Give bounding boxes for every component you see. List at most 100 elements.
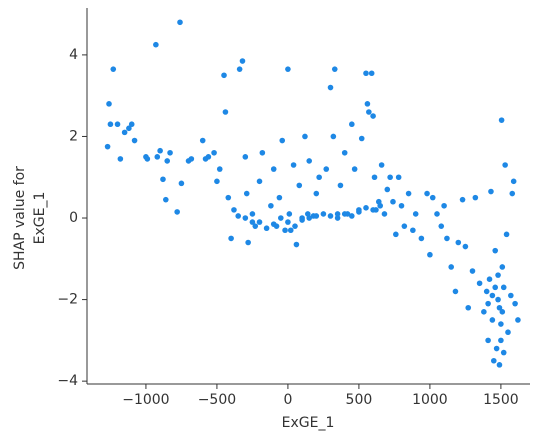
- point: [390, 198, 396, 205]
- point: [496, 362, 503, 368]
- point: [199, 137, 206, 144]
- point: [216, 166, 223, 172]
- point: [500, 349, 507, 356]
- point: [462, 243, 469, 250]
- point: [221, 72, 227, 79]
- point: [252, 223, 259, 229]
- point: [110, 66, 117, 72]
- point: [214, 178, 220, 185]
- point: [378, 162, 385, 168]
- point: [153, 41, 159, 48]
- point: [512, 300, 518, 307]
- point: [334, 211, 341, 217]
- point: [337, 182, 344, 189]
- point: [163, 196, 169, 203]
- point: [276, 194, 283, 201]
- point: [492, 247, 499, 254]
- point: [316, 174, 322, 181]
- point: [364, 101, 371, 107]
- point: [144, 156, 151, 162]
- point: [356, 209, 362, 215]
- point: [452, 288, 459, 295]
- point: [327, 84, 334, 91]
- point: [235, 213, 242, 219]
- point: [323, 166, 330, 172]
- point: [292, 223, 298, 229]
- point: [279, 137, 286, 144]
- point: [121, 129, 128, 136]
- point: [384, 186, 391, 193]
- point: [259, 149, 266, 156]
- point: [412, 211, 419, 217]
- point: [492, 284, 499, 291]
- point: [225, 194, 232, 201]
- point: [441, 202, 447, 209]
- point: [393, 231, 399, 238]
- point: [178, 180, 185, 187]
- point: [243, 190, 250, 197]
- x-tick-label: 1000: [412, 392, 448, 408]
- point: [485, 300, 491, 307]
- point: [331, 66, 338, 72]
- point: [499, 264, 506, 270]
- point: [313, 190, 320, 197]
- point: [285, 66, 291, 72]
- point: [363, 205, 369, 211]
- x-tick-label: 0: [283, 392, 292, 408]
- point: [341, 211, 348, 217]
- point: [174, 209, 180, 215]
- point: [476, 280, 483, 287]
- point: [177, 19, 183, 26]
- point: [502, 162, 508, 168]
- point: [510, 178, 517, 185]
- point: [299, 217, 305, 223]
- point: [398, 202, 405, 209]
- x-axis-label: ExGE_1: [282, 415, 335, 431]
- point: [188, 156, 195, 162]
- point: [117, 156, 124, 162]
- point: [509, 190, 516, 197]
- point: [508, 292, 514, 299]
- point: [256, 219, 263, 225]
- point: [270, 166, 277, 172]
- point: [106, 101, 112, 107]
- point: [455, 239, 462, 246]
- point: [256, 178, 263, 185]
- x-tick-label: 1500: [483, 392, 519, 408]
- point: [126, 125, 132, 132]
- point: [481, 309, 487, 315]
- point: [418, 235, 425, 242]
- point: [327, 213, 334, 219]
- point: [306, 158, 313, 164]
- point: [465, 304, 472, 311]
- point: [154, 154, 161, 160]
- point: [381, 211, 388, 217]
- point: [358, 135, 365, 142]
- point: [368, 70, 375, 77]
- y-tick-label: 2: [69, 128, 78, 144]
- point: [472, 194, 479, 201]
- point: [222, 109, 229, 115]
- point: [498, 321, 504, 327]
- point: [401, 223, 408, 229]
- point: [505, 329, 511, 336]
- point: [320, 211, 327, 217]
- point: [270, 221, 277, 227]
- point: [104, 143, 111, 150]
- point: [448, 264, 454, 270]
- point: [363, 70, 369, 77]
- point: [293, 241, 300, 248]
- point: [483, 288, 490, 295]
- x-tick-label: −500: [198, 392, 236, 408]
- point: [242, 215, 249, 221]
- point: [489, 292, 496, 299]
- point: [349, 121, 355, 128]
- point: [107, 121, 114, 128]
- point: [493, 345, 500, 352]
- point: [427, 251, 433, 258]
- point: [469, 268, 476, 274]
- point: [157, 147, 163, 154]
- point: [131, 137, 138, 144]
